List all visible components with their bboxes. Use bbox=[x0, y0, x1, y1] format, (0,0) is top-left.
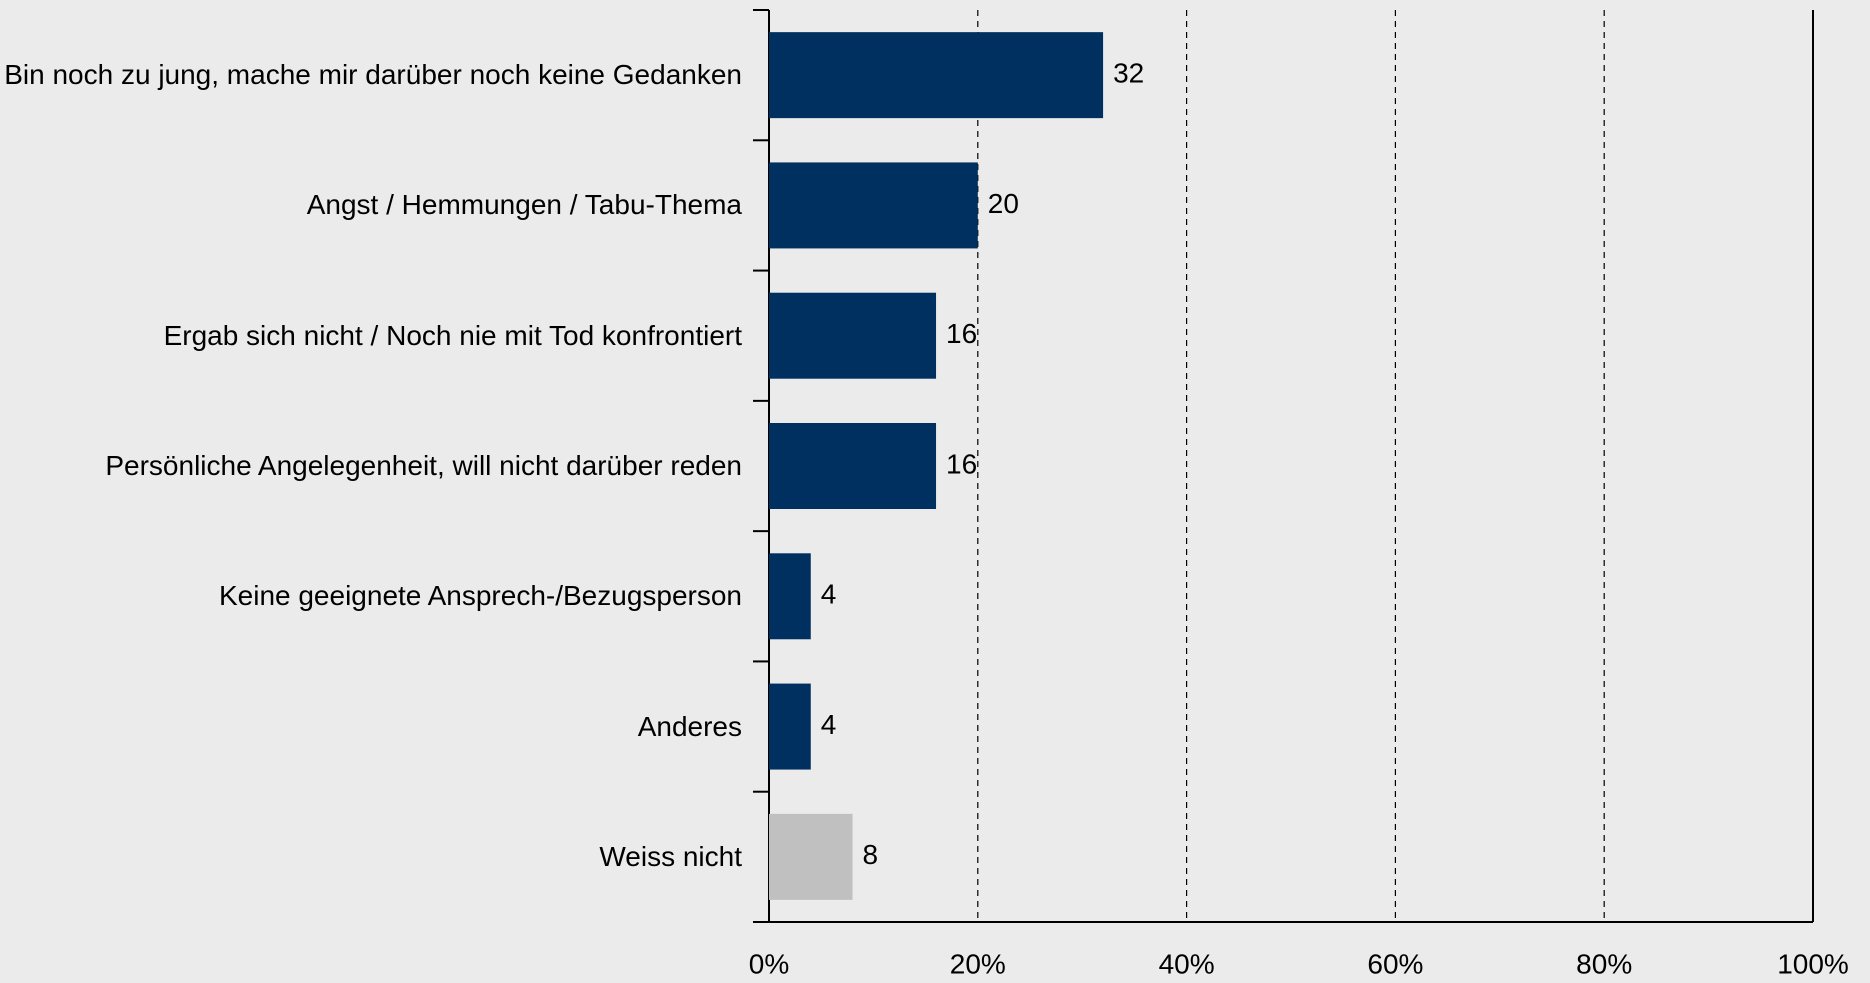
value-label: 16 bbox=[946, 448, 977, 479]
category-label: Bin noch zu jung, mache mir darüber noch… bbox=[4, 59, 742, 91]
category-label: Anderes bbox=[637, 710, 742, 742]
x-tick-label: 20% bbox=[950, 948, 1006, 979]
value-label: 32 bbox=[1113, 58, 1144, 89]
value-label: 16 bbox=[946, 318, 977, 349]
category-label: Ergab sich nicht / Noch nie mit Tod konf… bbox=[163, 319, 742, 351]
bar bbox=[769, 162, 978, 249]
value-label: 4 bbox=[821, 579, 837, 610]
x-tick-label: 80% bbox=[1576, 948, 1632, 979]
value-label: 8 bbox=[863, 839, 879, 870]
x-tick-label: 0% bbox=[749, 948, 789, 979]
x-tick-label: 40% bbox=[1159, 948, 1215, 979]
bar bbox=[769, 553, 811, 640]
bar bbox=[769, 32, 1104, 119]
category-label: Angst / Hemmungen / Tabu-Thema bbox=[306, 189, 742, 221]
bar bbox=[769, 683, 811, 770]
category-label: Weiss nicht bbox=[599, 840, 742, 872]
category-label: Persönliche Angelegenheit, will nicht da… bbox=[105, 450, 742, 481]
category-label: Keine geeignete Ansprech-/Bezugsperson bbox=[218, 580, 742, 612]
bar bbox=[769, 292, 937, 379]
value-label: 20 bbox=[988, 188, 1019, 219]
bar bbox=[769, 423, 937, 509]
x-tick-label: 60% bbox=[1367, 948, 1423, 979]
bar bbox=[769, 813, 853, 900]
value-label: 4 bbox=[821, 709, 837, 740]
x-tick-label: 100% bbox=[1777, 948, 1849, 979]
